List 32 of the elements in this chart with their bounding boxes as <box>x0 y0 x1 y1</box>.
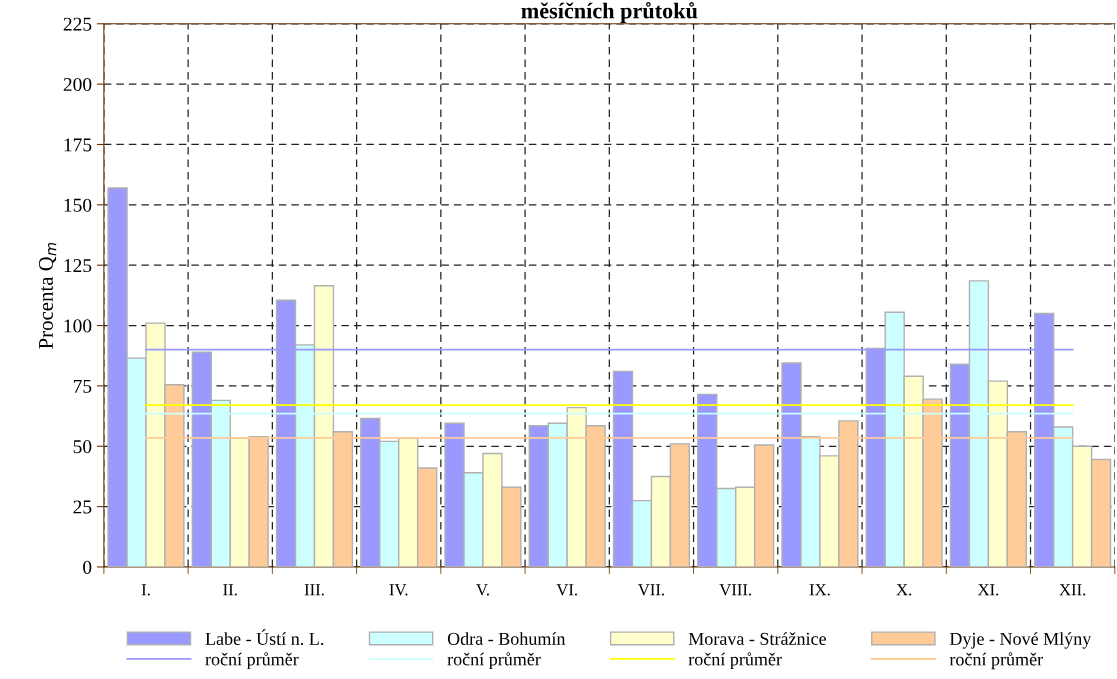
y-tick-label: 150 <box>64 198 92 212</box>
x-tick-label: XII. <box>1059 584 1086 596</box>
x-tick-label: IV. <box>389 584 408 596</box>
y-tick-label: 50 <box>73 440 92 454</box>
y-tick-label: 75 <box>73 379 92 393</box>
y-axis-title: Procenta Q$_{m}$ <box>38 242 57 349</box>
x-tick-label: X. <box>896 584 912 596</box>
y-tick-label: 0 <box>83 560 92 574</box>
legend-label: roční průměr <box>447 652 541 670</box>
x-tick-label: II. <box>223 584 237 596</box>
y-tick-label: 200 <box>63 77 92 92</box>
legend-label: Morava - Strážnice <box>688 632 826 645</box>
x-tick-label: XI. <box>977 584 999 596</box>
chart-title: měsíčních průtoků <box>521 2 698 23</box>
x-tick-label: I. <box>141 584 150 596</box>
y-tick-label: 25 <box>73 500 92 514</box>
x-tick-label: VIII. <box>719 584 752 596</box>
y-tick-label: 175 <box>64 138 92 152</box>
x-tick-label: V. <box>476 584 489 596</box>
legend-label: Labe - Ústí n. L. <box>205 629 324 645</box>
y-tick-label: 225 <box>63 17 92 31</box>
y-tick-label: 125 <box>64 259 92 273</box>
x-tick-label: VI. <box>556 584 577 596</box>
y-tick-label: 100 <box>64 319 92 333</box>
legend-label: roční průměr <box>949 652 1043 670</box>
x-tick-label: VII. <box>637 584 664 596</box>
x-tick-label: IX. <box>809 584 830 596</box>
legend-label: Odra - Bohumín <box>447 632 566 645</box>
x-tick-label: III. <box>304 584 324 596</box>
legend-label: roční průměr <box>205 652 299 670</box>
legend-label: Dyje - Nové Mlýny <box>949 632 1092 649</box>
legend-label: roční průměr <box>688 652 782 670</box>
